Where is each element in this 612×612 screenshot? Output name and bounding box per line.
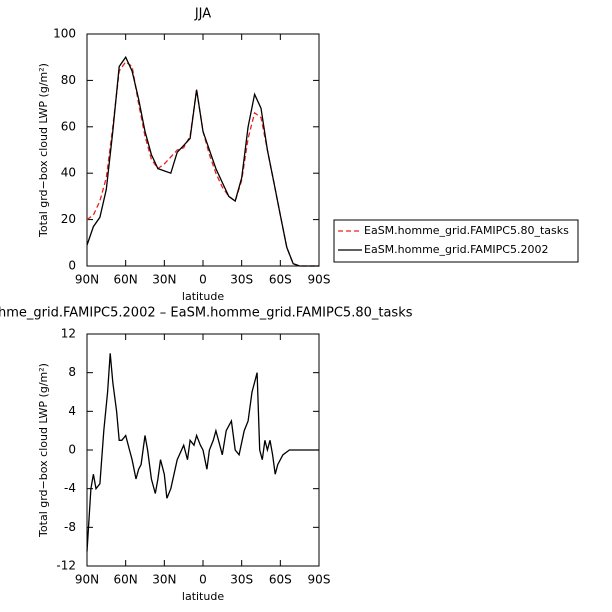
x-tick-label: 90S	[308, 573, 331, 587]
x-axis-label: latitude	[182, 590, 224, 603]
y-axis-label: Total grd−box cloud LWP (g/m²)	[37, 63, 50, 238]
x-tick-label: 90N	[75, 273, 99, 287]
data-line	[86, 353, 319, 552]
x-tick-label: 0	[199, 573, 207, 587]
chart-title: JJA	[194, 7, 211, 22]
y-tick-label: -8	[64, 520, 76, 534]
y-tick-label: 8	[68, 365, 76, 379]
legend-box	[333, 219, 579, 263]
data-line	[86, 55, 319, 267]
y-tick-label: 60	[61, 119, 76, 133]
x-tick-label: 30S	[230, 573, 253, 587]
legend-label: EaSM.homme_grid.FAMIPC5.80_tasks	[364, 224, 569, 237]
y-tick-label: 100	[53, 27, 76, 41]
chart-title: hme_grid.FAMIPC5.2002 – EaSM.homme_grid.…	[0, 306, 413, 321]
x-tick-label: 90S	[308, 273, 331, 287]
y-tick-label: 40	[61, 166, 76, 180]
y-tick-label: -4	[64, 481, 76, 495]
x-tick-label: 0	[199, 273, 207, 287]
x-tick-label: 30S	[230, 273, 253, 287]
x-tick-label: 90N	[75, 573, 99, 587]
x-tick-label: 60N	[114, 273, 138, 287]
y-tick-label: 0	[68, 443, 76, 457]
x-tick-label: 30N	[152, 273, 176, 287]
y-tick-label: 80	[61, 73, 76, 87]
x-tick-label: 60S	[269, 573, 292, 587]
legend-label: EaSM.homme_grid.FAMIPC5.2002	[364, 243, 548, 256]
y-tick-label: 12	[61, 327, 76, 341]
y-axis-label: Total grd−box cloud LWP (g/m²)	[37, 363, 50, 538]
x-tick-label: 60S	[269, 273, 292, 287]
y-tick-label: 0	[68, 259, 76, 273]
x-axis-label: latitude	[182, 290, 224, 303]
y-tick-label: -12	[56, 559, 76, 573]
y-tick-label: 4	[68, 404, 76, 418]
x-tick-label: 60N	[114, 573, 138, 587]
y-tick-label: 20	[61, 212, 76, 226]
x-tick-label: 30N	[152, 573, 176, 587]
